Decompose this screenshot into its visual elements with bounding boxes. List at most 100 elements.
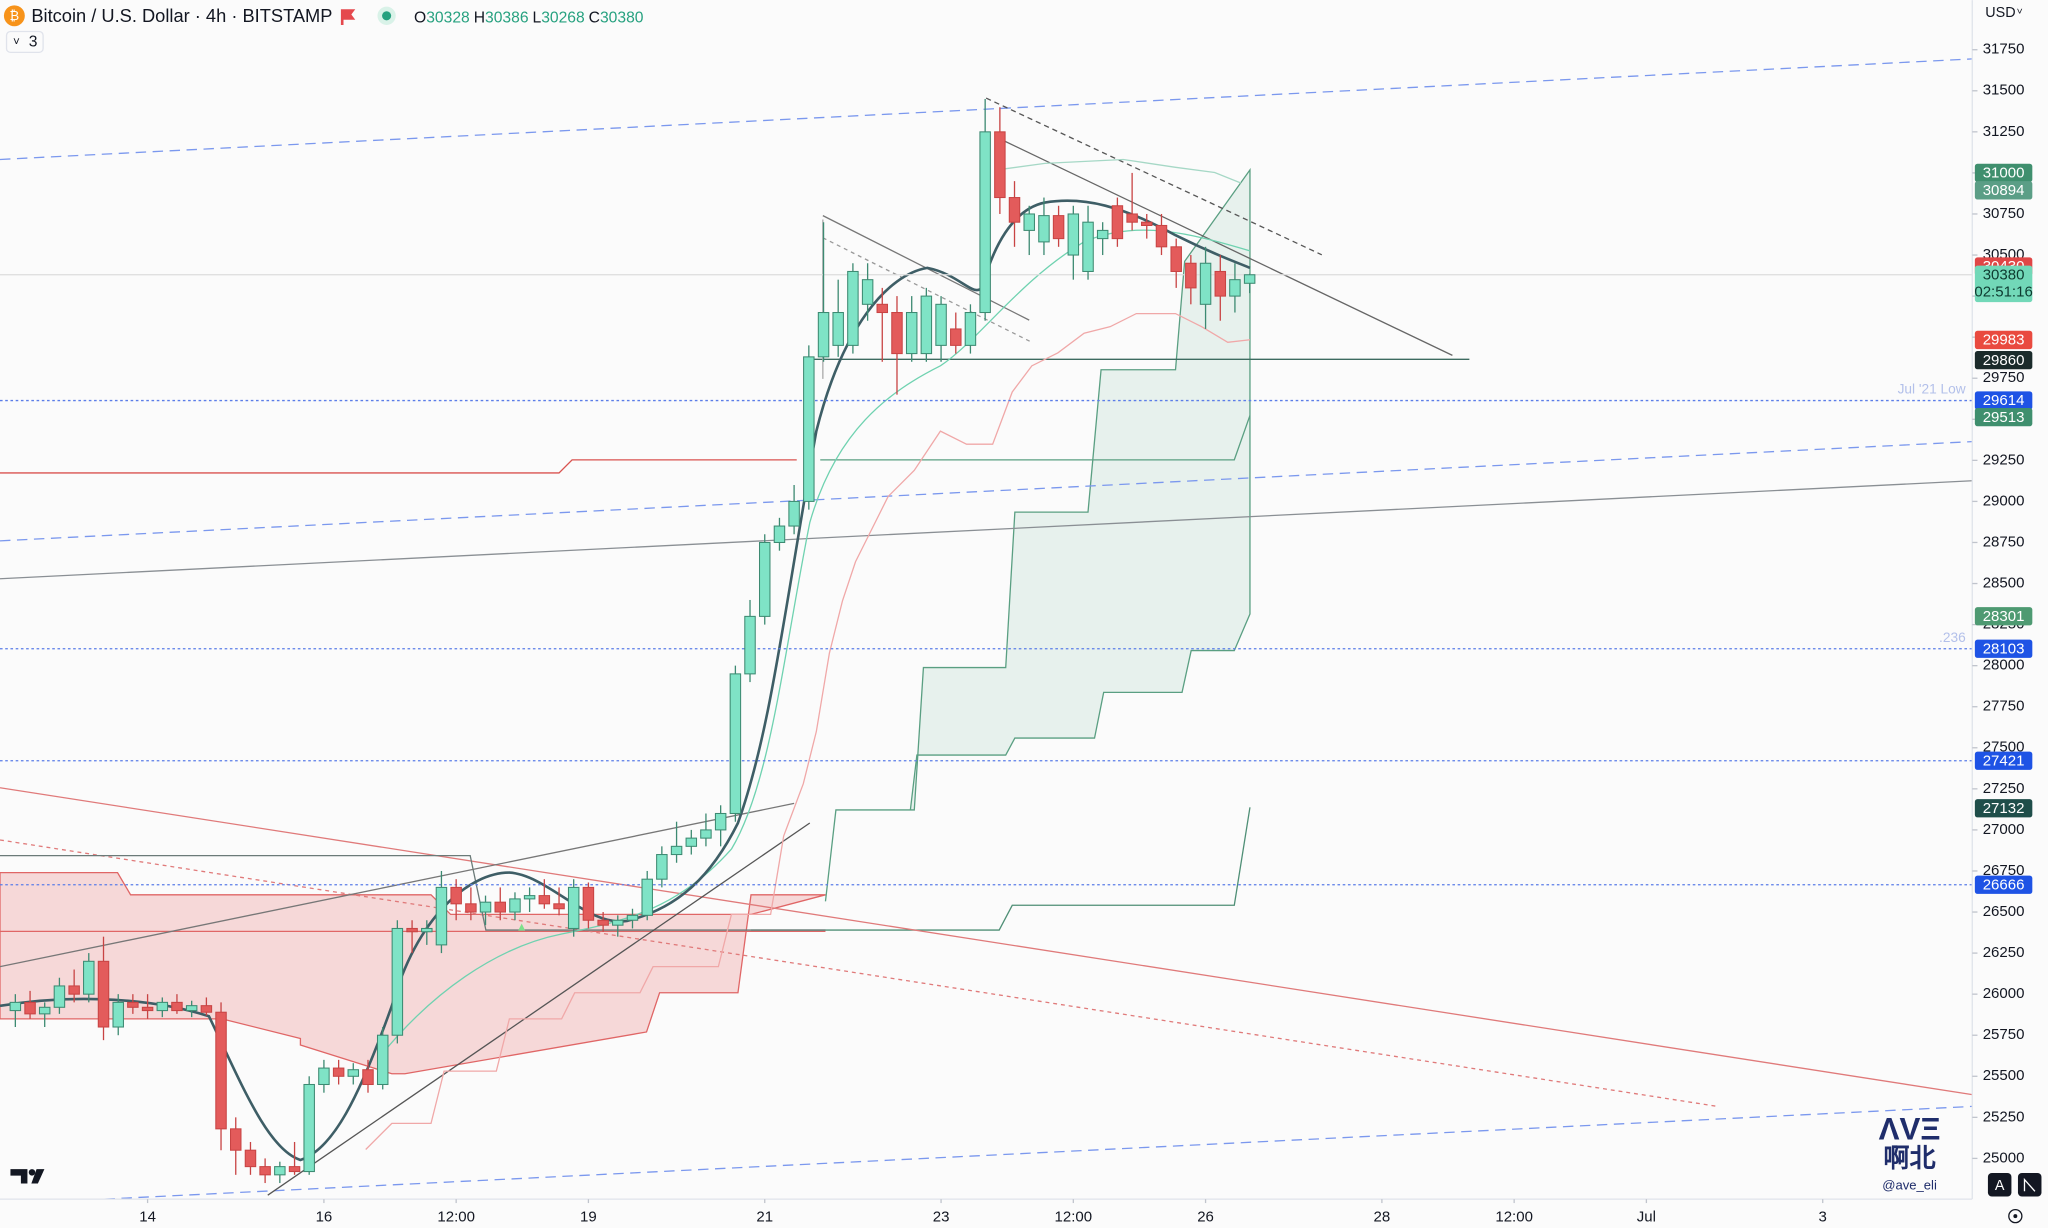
coin-symbol: ₿ <box>10 8 20 23</box>
candle-body <box>656 854 668 880</box>
channel-top <box>0 58 1973 161</box>
candle-body <box>465 903 477 913</box>
trend-line <box>0 480 1973 580</box>
ohlc-value: 30386 <box>485 10 529 27</box>
candle-body <box>362 1069 374 1086</box>
axis-labels: 25000 25250 25500 25750 26000 26250 26500 26750… <box>139 41 2024 1226</box>
candle-body <box>935 303 947 346</box>
price-badge <box>1974 391 2033 410</box>
candle-body <box>832 312 844 346</box>
candle-body <box>1008 197 1021 223</box>
y-tick-label: 27250 <box>1983 780 2025 797</box>
price-badge <box>1974 408 2033 427</box>
y-tick-label: 30750 <box>1983 205 2025 222</box>
y-tick-label: 28750 <box>1983 533 2025 550</box>
indicator-toggle[interactable] <box>5 30 44 54</box>
candle-body <box>9 1001 22 1012</box>
tv-logo <box>10 1169 28 1184</box>
candle-body <box>1199 262 1212 305</box>
candle-body <box>274 1166 286 1176</box>
x-tick-label: 12:00 <box>1495 1208 1533 1225</box>
cloud-line <box>820 415 1251 461</box>
x-tick-label: 21 <box>756 1208 773 1225</box>
candle-body <box>421 927 433 933</box>
price-badge <box>1974 607 2033 626</box>
coin-icon <box>3 5 25 27</box>
candle-body <box>758 541 771 617</box>
candle-body <box>700 829 712 839</box>
candle-body <box>347 1069 360 1077</box>
currency[interactable]: USD <box>1985 5 2015 21</box>
candle-body <box>1111 205 1124 240</box>
x-tick-label: 12:00 <box>437 1208 475 1225</box>
price-badge-label: 30380 <box>1983 266 2025 283</box>
candle-body <box>1052 215 1065 240</box>
candle-body <box>171 1001 183 1012</box>
candle-body <box>714 812 727 831</box>
candle-body <box>773 525 786 543</box>
candle-body <box>376 1034 389 1086</box>
candle-body <box>1214 270 1227 297</box>
wedge-line <box>996 136 1453 356</box>
price-badge-label: 27132 <box>1983 800 2025 817</box>
candle-body <box>230 1128 242 1151</box>
candle-body <box>53 985 66 1008</box>
price-badge <box>1974 163 2033 183</box>
candle-body <box>612 919 624 926</box>
candle-body <box>435 886 448 946</box>
x-tick-label: 19 <box>580 1208 597 1225</box>
candle-body <box>538 895 551 905</box>
price-badge <box>1974 875 2033 894</box>
candle-body <box>1185 262 1197 289</box>
price-badge <box>1974 181 2033 200</box>
x-tick-label: 28 <box>1374 1208 1391 1225</box>
candle-body <box>582 886 595 921</box>
y-tick-label: 29250 <box>1983 451 2025 468</box>
level-note: .236 <box>1939 630 1966 645</box>
y-tick-label: 27500 <box>1983 739 2025 756</box>
candle-body <box>597 919 609 926</box>
price-badge-label: 29614 <box>1983 392 2025 409</box>
candle-body <box>553 903 565 910</box>
candle-body <box>509 898 521 913</box>
candle-body <box>141 1006 154 1012</box>
candle-body <box>1141 221 1153 226</box>
auto-scale-button[interactable] <box>1987 1173 2012 1197</box>
price-badge-label: 28103 <box>1983 640 2025 657</box>
price-badges: 3100030894304303038002:51:162998329860Ju… <box>1898 163 2033 894</box>
ohlc-readout: O30328 H30386 L30268 C30380 <box>414 10 644 27</box>
candle-body <box>979 131 991 314</box>
y-tick-label: 31750 <box>1983 41 2025 58</box>
candle-body <box>112 1001 124 1028</box>
candle-body <box>920 295 933 355</box>
price-badge-label: 29513 <box>1983 409 2025 426</box>
y-tick-label: 31250 <box>1983 123 2025 140</box>
price-badge-label: 30894 <box>1983 182 2025 199</box>
candle-body <box>259 1166 271 1176</box>
y-tick-label: 29000 <box>1983 492 2025 509</box>
candle-body <box>994 131 1006 199</box>
settings-icon[interactable] <box>2008 1208 2023 1224</box>
candle-body <box>332 1067 345 1077</box>
candle-body <box>244 1149 257 1168</box>
ohlc-label: O <box>414 10 426 27</box>
lagging-red <box>365 312 1251 1150</box>
candle-body <box>1170 246 1182 272</box>
candle-body <box>876 303 889 314</box>
candle-body <box>391 927 404 1036</box>
flag-icon <box>340 9 356 25</box>
candle-body <box>318 1067 330 1086</box>
price-badge-label: 29860 <box>1983 352 2025 369</box>
price-badge <box>1974 751 2033 770</box>
candle-body <box>494 901 506 913</box>
candle-body <box>200 1005 213 1013</box>
status-dot <box>382 11 392 21</box>
watermark-logo: ΛVΞ <box>1879 1112 1941 1147</box>
x-tick-label: 26 <box>1197 1208 1214 1225</box>
price-badge <box>1974 799 2033 818</box>
watermark-handle: @ave_eli <box>1882 1178 1937 1193</box>
y-tick-label: 25750 <box>1983 1026 2025 1043</box>
candle-body <box>215 1011 227 1130</box>
candle-body <box>803 356 815 502</box>
y-tick-label: 31500 <box>1983 82 2025 99</box>
